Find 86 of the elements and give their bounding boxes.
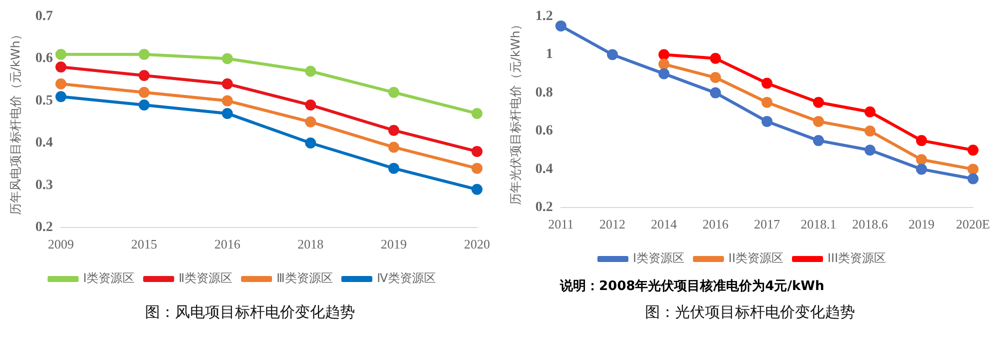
point	[305, 100, 316, 111]
point	[222, 95, 233, 106]
text: 图：光伏项目标杆电价变化趋势	[645, 303, 855, 322]
point	[55, 91, 66, 102]
legend-label: I类资源区	[632, 251, 684, 266]
point	[968, 144, 979, 156]
point	[472, 162, 482, 174]
y-tick-label: 0.8	[535, 85, 553, 100]
point	[388, 142, 400, 153]
point	[305, 66, 316, 77]
text: 说明：2008年光伏项目核准电价为4元/kWh	[560, 278, 824, 295]
x-tick-label: 2019	[380, 236, 407, 252]
point	[710, 87, 721, 98]
x-tick-label: 2016	[214, 236, 241, 252]
y-tick-label: 0.6	[535, 124, 553, 139]
x-tick-label: 2014	[650, 216, 678, 232]
y-tick-label: 1.2	[535, 9, 553, 24]
text: 图：风电项目标杆电价变化趋势	[145, 303, 355, 322]
point	[138, 86, 150, 98]
y-tick-label: 0.5	[35, 93, 53, 108]
point	[916, 154, 928, 166]
x-tick-label: 2019	[908, 216, 935, 232]
point	[138, 100, 150, 111]
x-tick-label: 2018.1	[800, 216, 836, 232]
point	[710, 72, 721, 84]
y-tick-label: 0.7	[35, 9, 53, 24]
x-tick-label: 2009	[48, 236, 74, 252]
point	[138, 70, 150, 81]
point	[305, 116, 316, 128]
point	[305, 138, 316, 148]
point	[812, 96, 824, 108]
x-tick-label: 2017	[754, 216, 780, 232]
point	[555, 20, 566, 32]
legend-label: II类资源区	[728, 251, 784, 266]
y-tick-label: 0.3	[35, 178, 53, 193]
point	[55, 62, 66, 73]
x-tick-label: 2011	[548, 216, 574, 232]
y-tick-label: 0.2	[535, 200, 553, 216]
y-tick-label: 1	[546, 47, 553, 62]
point	[812, 116, 824, 127]
x-tick-label: 2016	[702, 216, 729, 232]
x-tick-label: 2020	[464, 236, 490, 252]
point	[968, 164, 979, 175]
point	[864, 126, 876, 136]
point	[658, 49, 670, 60]
y-tick-label: 0.4	[35, 136, 53, 151]
point	[222, 78, 233, 90]
point	[812, 135, 824, 146]
legend-label: Ⅱ类资源区	[178, 271, 233, 286]
legend-label: III类资源区	[828, 251, 886, 266]
point	[472, 184, 482, 195]
y-tick-label: 0.2	[35, 220, 53, 236]
y-axis-title: 历年风电项目标杆电价（元/kWh）	[8, 28, 22, 216]
x-tick-label: 2015	[131, 236, 158, 252]
point	[55, 78, 66, 90]
x-tick-label: 2020E	[956, 216, 990, 232]
x-tick-label: 2012	[599, 216, 626, 232]
x-tick-label: 2018.6	[852, 216, 888, 232]
point	[761, 116, 772, 127]
point	[388, 162, 400, 174]
point	[658, 58, 670, 70]
point	[761, 96, 772, 108]
legend-label: Ⅳ类资源区	[376, 271, 436, 286]
point	[916, 164, 928, 175]
point	[864, 144, 876, 156]
point	[222, 108, 233, 119]
point	[388, 86, 400, 98]
point	[472, 108, 482, 119]
y-tick-label: 0.4	[535, 162, 553, 177]
point	[55, 48, 66, 60]
point	[864, 106, 876, 118]
y-axis-title: 历年光伏项目标杆电价（元/kWh）	[508, 18, 522, 206]
point	[138, 48, 150, 60]
legend-label: Ⅰ类资源区	[83, 271, 135, 286]
x-tick-label: 2018	[298, 236, 324, 252]
point	[761, 78, 772, 89]
point	[388, 124, 400, 136]
point	[968, 173, 979, 184]
y-tick-label: 0.6	[35, 51, 53, 66]
point	[710, 52, 721, 64]
point	[916, 135, 928, 146]
point	[222, 53, 233, 64]
legend-label: Ⅲ类资源区	[276, 271, 333, 286]
point	[658, 68, 670, 80]
point	[472, 146, 482, 157]
point	[606, 49, 618, 60]
